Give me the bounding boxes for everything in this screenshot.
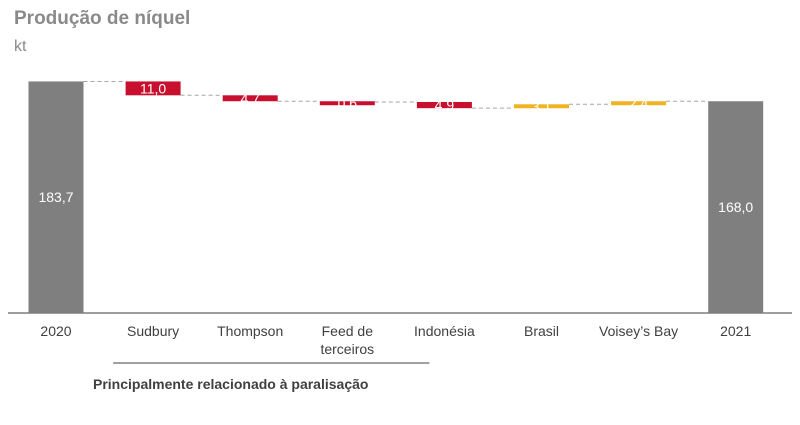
value-label-brasil: 3,1 [532,98,552,114]
category-label-thompson: Thompson [217,323,283,339]
bar-thompson [222,95,278,102]
unit-label: kt [14,38,27,55]
bar-feed-de-terceiros [319,101,375,106]
bar-indonesia [416,101,472,109]
value-label-2021: 168,0 [718,199,753,215]
bracket-label: Principalmente relacionado à paralisação [93,376,369,392]
value-label-sudbury: 11,0 [140,80,166,96]
bar-sudbury [125,81,181,96]
category-label-brasil: Brasil [524,323,559,339]
category-label-voisey-s-bay: Voisey’s Bay [599,323,678,339]
value-label-voisey-s-bay: 2,4 [629,95,649,111]
category-label-feed-de-terceiros: Feed de terceiros [320,323,374,357]
bar-2020 [28,81,84,313]
category-label-2021: 2021 [720,323,751,339]
category-label-2020: 2020 [40,323,71,339]
value-label-feed-de-terceiros: 0,6 [338,95,358,111]
category-label-indonesia: Indonésia [414,323,475,339]
bar-voisey-s-bay [611,101,667,106]
bar-brasil [514,104,569,109]
value-label-indonesia: 4,9 [435,97,455,113]
chart-title: Produção de níquel [14,8,191,29]
value-label-thompson: 4,7 [240,90,260,106]
bar-2021 [708,101,764,314]
value-label-2020: 183,7 [38,189,73,205]
category-label-sudbury: Sudbury [127,323,179,339]
